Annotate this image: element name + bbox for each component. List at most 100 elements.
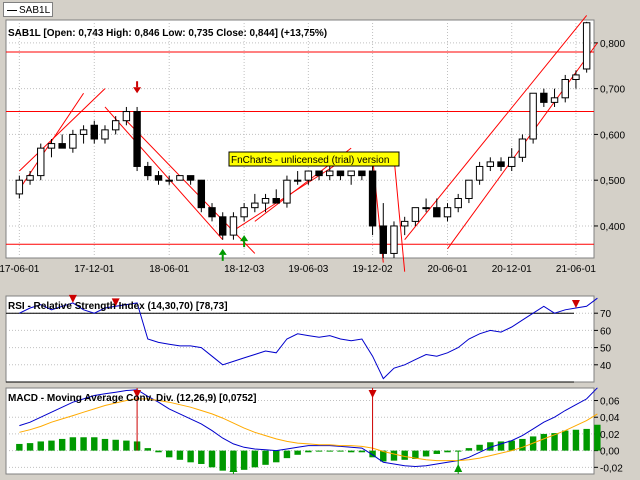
sell-arrow-icon [133, 87, 142, 94]
buy-arrow-icon [240, 235, 249, 242]
macd-histogram-bar [347, 450, 355, 453]
macd-histogram-bar [26, 443, 34, 451]
macd-histogram-bar [497, 441, 505, 451]
macd-signal-line [19, 398, 598, 462]
macd-histogram-bar [390, 450, 398, 461]
macd-histogram-bar [369, 450, 376, 458]
rsi-pane [5, 295, 595, 383]
macd-tick-label: 0,02 [600, 430, 620, 441]
candle-body [497, 161, 505, 167]
candle-body [79, 129, 88, 135]
candle-body [133, 111, 141, 167]
candle-body [90, 124, 98, 140]
macd-histogram-bar [240, 450, 248, 470]
rsi-sell-marker [571, 300, 580, 309]
macd-histogram-bar [326, 450, 333, 452]
macd-tick-label: 0,06 [600, 397, 620, 408]
macd-histogram-bar [294, 450, 301, 455]
macd-tick-label: -0,02 [600, 463, 623, 474]
macd-histogram-bar [540, 433, 548, 451]
price-tick-label: 0,600 [600, 130, 625, 141]
macd-histogram-bar [583, 428, 590, 451]
price-tick-label: 0,800 [600, 39, 625, 50]
candle-body [304, 170, 313, 181]
candle-body [465, 179, 473, 199]
macd-histogram-bar [251, 450, 259, 468]
candle-body [47, 143, 56, 149]
candle-body [261, 198, 270, 204]
candle-body [197, 179, 206, 209]
rsi-title: RSI - Relative Strength Index (14,30,70)… [8, 301, 228, 312]
candle-body [326, 170, 334, 177]
macd-histogram-bar [91, 437, 98, 451]
trend-channel-line [104, 106, 224, 241]
candle-body [368, 170, 377, 227]
macd-histogram-bar [551, 433, 558, 451]
candle-body [251, 202, 259, 209]
macd-histogram-bar [465, 448, 473, 451]
macd-histogram-bar [155, 450, 162, 453]
macd-tick-label: 0,00 [600, 447, 620, 458]
macd-histogram-bar [433, 450, 441, 454]
candle-body [315, 170, 323, 177]
macd-histogram-bar [519, 438, 526, 451]
macd-buy-marker [454, 464, 463, 472]
candle-body [272, 198, 280, 204]
macd-histogram-bar [476, 444, 483, 451]
macd-histogram-bar [48, 440, 55, 451]
x-tick-label: 19-06-03 [288, 264, 328, 275]
candle-body [508, 156, 516, 167]
watermark-text: FnCharts - unlicensed (trial) version [231, 155, 389, 166]
macd-histogram-bar [219, 450, 226, 471]
candle-body [550, 97, 559, 103]
candle-body [26, 175, 34, 181]
candle-body [186, 175, 195, 181]
candle-body [101, 129, 109, 140]
x-tick-label: 17-12-01 [74, 264, 114, 275]
candle-body [240, 207, 248, 218]
macd-histogram-bar [123, 440, 130, 451]
candle-body [336, 170, 345, 177]
candle-body [358, 170, 366, 177]
candle-body [443, 207, 452, 218]
candle-body [154, 175, 163, 181]
candle-body [293, 179, 302, 182]
candle-body [422, 207, 430, 210]
macd-histogram-bar [380, 450, 387, 462]
x-tick-label: 18-12-03 [224, 264, 264, 275]
macd-histogram-bar [69, 437, 77, 451]
macd-histogram-bar [594, 424, 601, 451]
rsi-tick-label: 50 [600, 344, 612, 355]
candle-body [165, 179, 173, 182]
candle-body [572, 74, 580, 81]
candle-body [540, 92, 548, 103]
candle-body [582, 22, 591, 70]
macd-histogram-bar [315, 450, 323, 452]
trend-channel-line [19, 88, 106, 172]
candle-body [144, 165, 152, 177]
candle-body [69, 133, 77, 149]
price-tick-label: 0,400 [600, 222, 625, 233]
candle-body [561, 79, 569, 99]
macd-histogram-bar [358, 450, 366, 453]
candle-body [379, 225, 387, 254]
macd-histogram-bar [508, 440, 515, 451]
candle-body [122, 111, 131, 122]
macd-histogram-bar [337, 450, 344, 452]
macd-histogram-bar [80, 437, 87, 451]
macd-histogram-bar [37, 441, 44, 451]
macd-histogram-bar [165, 450, 173, 458]
x-tick-label: 21-06-01 [556, 264, 596, 275]
candle-body [37, 147, 45, 177]
macd-histogram-bar [305, 450, 312, 453]
macd-histogram-bar [283, 450, 291, 459]
candle-body [486, 161, 495, 167]
rsi-tick-label: 40 [600, 361, 612, 372]
symbol-tab[interactable]: SAB1L [3, 2, 53, 17]
rsi-tick-label: 70 [600, 309, 612, 320]
x-tick-label: 17-06-01 [0, 264, 40, 275]
candle-body [229, 216, 238, 236]
macd-tick-label: 0,04 [600, 413, 620, 424]
x-tick-label: 20-06-01 [427, 264, 467, 275]
x-tick-label: 19-12-02 [353, 264, 393, 275]
